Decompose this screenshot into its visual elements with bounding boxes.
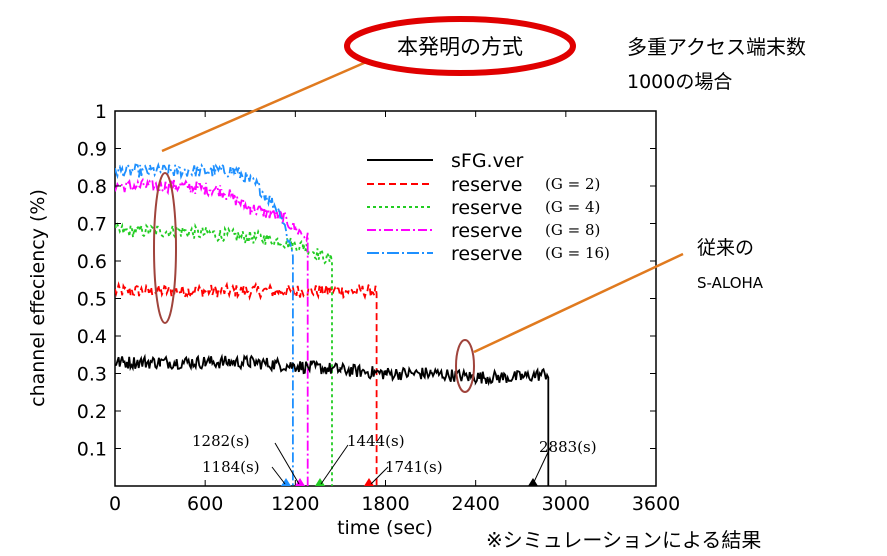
series-line-reserve-8	[115, 177, 309, 486]
x-tick-label: 1200	[271, 493, 319, 515]
plot-area	[114, 110, 657, 487]
legend: sFG.ver reserve (G = 2) reserve (G = 4) …	[367, 150, 610, 265]
y-tick-label: 0.3	[77, 364, 107, 386]
y-tick-label: 0.2	[77, 401, 107, 423]
series-line-reserve-4	[115, 222, 333, 486]
y-tick-label: 0.8	[77, 176, 107, 198]
end-marker-g8	[295, 478, 305, 486]
callout-conventional-2: S-ALOHA	[697, 274, 764, 292]
condition-line-1: 多重アクセス端末数	[627, 35, 806, 59]
callout-leader-conventional	[473, 252, 684, 354]
callout-leader-proposed	[161, 54, 381, 153]
y-tick-label: 0.5	[77, 289, 107, 311]
legend-g-label-g2: (G = 2)	[545, 175, 600, 193]
x-axis-label: time (sec)	[337, 517, 433, 539]
legend-label-g2: reserve	[451, 174, 522, 196]
annotation-leader-1184	[271, 466, 286, 485]
callout-proposed: 本発明の方式	[397, 35, 523, 59]
series-line-sfg	[115, 353, 550, 486]
y-axis-label: channel effeciency (%)	[27, 189, 49, 407]
annotation-1741: 1741(s)	[385, 458, 443, 476]
annotation-leader-1282	[274, 442, 300, 485]
callout-conventional-1: 従来の	[697, 237, 754, 259]
x-tick-label: 2400	[451, 493, 499, 515]
annotation-leader-1741	[370, 466, 389, 485]
y-tick-label: 0.1	[77, 439, 107, 461]
highlight-ellipse-left	[153, 172, 177, 324]
y-tick-label: 0.7	[77, 214, 107, 236]
x-tick-label: 1800	[361, 493, 409, 515]
ticks-layer: 0 600 1200 1800 2400 3000 3600 0.1 0.2 0.3 0.4 0.5 0…	[77, 101, 680, 515]
annotation-1282: 1282(s)	[192, 432, 250, 450]
annotation-1184: 1184(s)	[202, 458, 260, 476]
end-markers: 1282(s) 1184(s) 1444(s) 1741(s) 2883(s)	[192, 432, 597, 486]
legend-label-g4: reserve	[451, 197, 522, 219]
annotation-1444: 1444(s)	[347, 432, 405, 450]
legend-label-sfg: sFG.ver	[451, 150, 524, 172]
highlight-ellipse-right	[455, 339, 475, 393]
legend-g-label-g8: (G = 8)	[545, 221, 600, 239]
annotation-leader-1444	[320, 444, 349, 485]
callout-ellipse-proposed	[344, 16, 576, 76]
end-marker-g4	[315, 478, 325, 486]
legend-label-g8: reserve	[451, 220, 522, 242]
x-tick-label: 3000	[542, 493, 590, 515]
legend-g-label-g16: (G = 16)	[545, 244, 610, 262]
x-tick-label: 0	[109, 493, 121, 515]
footnote: ※シミュレーションによる結果	[486, 528, 761, 552]
y-tick-label: 0.4	[77, 326, 107, 348]
legend-label-g16: reserve	[451, 243, 522, 265]
y-tick-label: 1	[95, 101, 107, 123]
legend-g-label-g4: (G = 4)	[545, 198, 600, 216]
series-line-reserve-16	[115, 162, 294, 486]
series-line-reserve-2	[115, 281, 378, 486]
series-layer	[115, 162, 550, 486]
x-tick-label: 600	[187, 493, 223, 515]
y-tick-label: 0.9	[77, 139, 107, 161]
annotation-2883: 2883(s)	[539, 438, 597, 456]
y-tick-label: 0.6	[77, 251, 107, 273]
end-marker-sfg	[528, 478, 538, 486]
x-tick-label: 3600	[632, 493, 680, 515]
condition-line-2: 1000の場合	[627, 71, 732, 93]
end-marker-g16	[281, 478, 291, 486]
annotation-leader-2883	[532, 447, 551, 485]
callouts: 本発明の方式 従来の S-ALOHA 多重アクセス端末数 1000の場合 ※シミ…	[153, 16, 806, 552]
